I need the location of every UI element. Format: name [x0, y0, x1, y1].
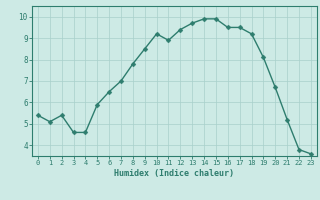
X-axis label: Humidex (Indice chaleur): Humidex (Indice chaleur): [115, 169, 234, 178]
